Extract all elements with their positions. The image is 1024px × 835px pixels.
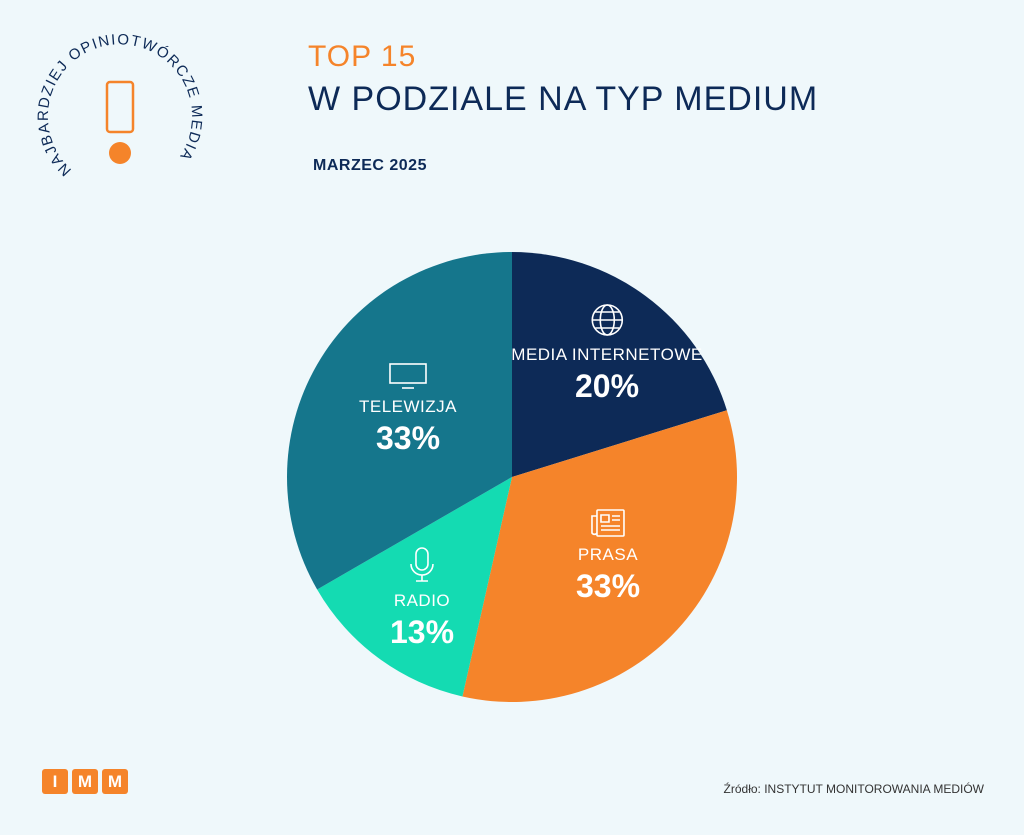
date-label: MARZEC 2025 <box>313 157 427 174</box>
label-telewizja: TELEWIZJA 33% <box>359 362 457 457</box>
source-note: Źródło: INSTYTUT MONITOROWANIA MEDIÓW <box>723 782 984 796</box>
label-radio: RADIO 13% <box>390 546 454 651</box>
exclamation-icon <box>105 80 135 134</box>
logo-badge: NAJBARDZIEJ OPINIOTWÓRCZE MEDIA <box>35 31 204 179</box>
label-media-internetowe: MEDIA INTERNETOWE 20% <box>511 302 702 405</box>
exclamation-dot <box>109 142 131 164</box>
pie-slice-telewizja <box>287 252 512 590</box>
page-title: W PODZIALE NA TYP MEDIUM <box>308 80 819 118</box>
newspaper-icon <box>591 509 625 537</box>
microphone-icon <box>410 547 434 582</box>
label-prasa: PRASA 33% <box>576 508 640 605</box>
title-top: TOP 15 <box>308 40 417 73</box>
pie-slice-radio <box>317 477 512 697</box>
globe-icon <box>591 304 623 336</box>
pie-slice-media-internetowe <box>512 252 727 477</box>
pie-slice-prasa <box>462 410 737 702</box>
tv-icon <box>389 363 427 389</box>
